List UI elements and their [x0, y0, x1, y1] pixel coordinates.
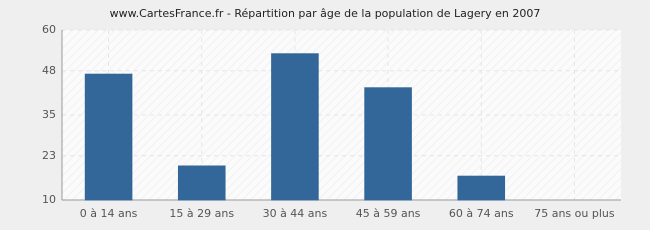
bar — [457, 175, 506, 201]
y-tick-label: 60 — [42, 23, 56, 36]
y-tick-label: 23 — [42, 149, 56, 162]
bar — [271, 53, 319, 201]
chart: www.CartesFrance.fr - Répartition par âg… — [0, 0, 650, 230]
x-tick-label: 15 à 29 ans — [169, 207, 234, 220]
x-tick-label: 45 à 59 ans — [356, 207, 421, 220]
page: www.CartesFrance.fr - Répartition par âg… — [0, 0, 650, 230]
x-tick-label: 60 à 74 ans — [449, 207, 514, 220]
x-tick-label: 0 à 14 ans — [80, 207, 138, 220]
bar — [177, 165, 226, 201]
y-tick-label: 35 — [42, 108, 56, 121]
y-tick-label: 10 — [42, 193, 56, 206]
bar — [84, 73, 133, 201]
chart-title: www.CartesFrance.fr - Répartition par âg… — [110, 7, 541, 20]
bar — [364, 87, 412, 201]
x-tick-label: 30 à 44 ans — [263, 207, 328, 220]
x-tick-label: 75 ans ou plus — [534, 207, 615, 220]
y-tick-label: 48 — [42, 64, 56, 77]
